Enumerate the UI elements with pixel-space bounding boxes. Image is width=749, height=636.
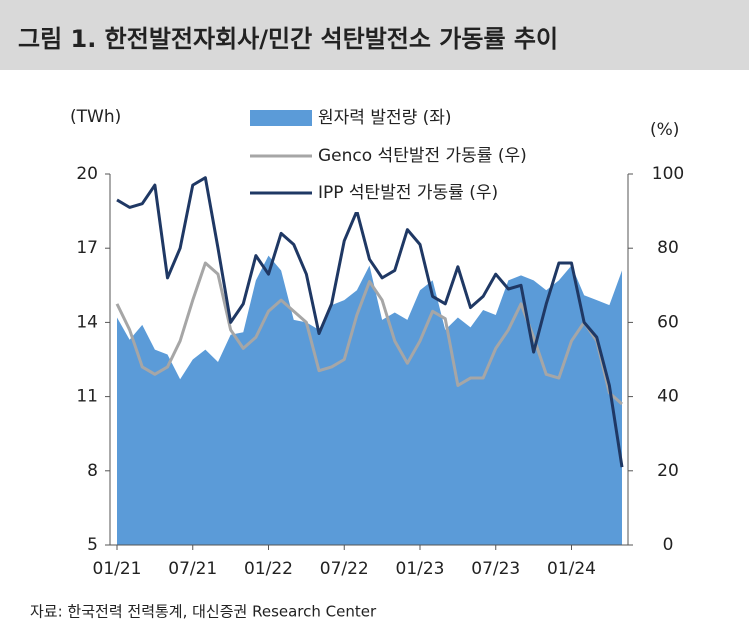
source: 자료: 한국전력 전력통계, 대신증권 Research Center <box>30 603 377 621</box>
line <box>116 176 624 468</box>
x-tick-label: 07/21 <box>168 559 217 579</box>
area <box>117 255 622 545</box>
y2-tick-label: 60 <box>657 312 679 332</box>
x-tick-label: 01/24 <box>547 559 596 579</box>
x-tick-label: 01/22 <box>244 559 293 579</box>
y2-tick-label: 100 <box>652 164 684 184</box>
legend-label: IPP 석탄발전 가동률 (우) <box>318 183 498 203</box>
y2-tick-label: 80 <box>657 238 679 258</box>
y-tick-label: 8 <box>87 461 98 481</box>
legend-label: 원자력 발전량 (좌) <box>318 108 452 128</box>
x-tick-label: 07/22 <box>320 559 369 579</box>
y2-axis-label: (%) <box>650 120 679 140</box>
title-bar <box>0 0 749 70</box>
y-tick-label: 5 <box>87 535 98 555</box>
y-tick-label: 17 <box>76 238 98 258</box>
legend-swatch <box>250 110 312 126</box>
x-tick-label: 01/21 <box>93 559 142 579</box>
line <box>115 261 623 406</box>
y-tick-label: 14 <box>76 312 98 332</box>
y-axis-label: (TWh) <box>70 107 121 127</box>
y2-tick-label: 0 <box>663 535 674 555</box>
y-tick-label: 20 <box>76 164 98 184</box>
y-tick-label: 11 <box>76 387 98 407</box>
figure-title: 그림 1. 한전발전자회사/민간 석탄발전소 가동률 추이 <box>18 25 558 53</box>
x-tick-label: 01/23 <box>396 559 445 579</box>
y2-tick-label: 40 <box>657 387 679 407</box>
legend-label: Genco 석탄발전 가동률 (우) <box>318 146 527 166</box>
x-tick-label: 07/23 <box>471 559 520 579</box>
y2-tick-label: 20 <box>657 461 679 481</box>
